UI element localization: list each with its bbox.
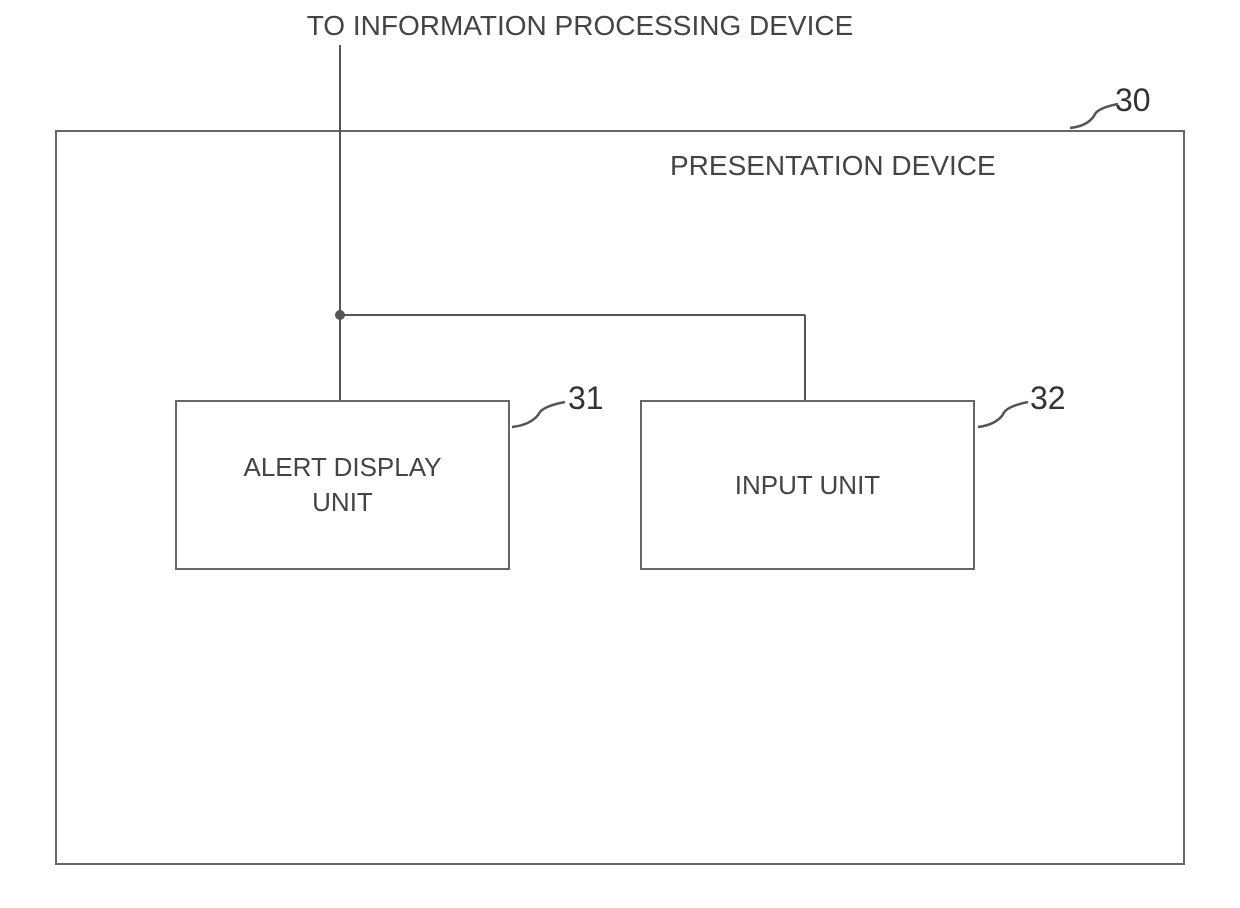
connector-vertical-main	[339, 45, 341, 400]
squiggle-32	[0, 0, 1240, 908]
connector-horizontal	[340, 314, 805, 316]
connector-vertical-input	[804, 315, 806, 400]
connector-junction-dot	[335, 310, 345, 320]
diagram-canvas: TO INFORMATION PROCESSING DEVICE PRESENT…	[0, 0, 1240, 908]
